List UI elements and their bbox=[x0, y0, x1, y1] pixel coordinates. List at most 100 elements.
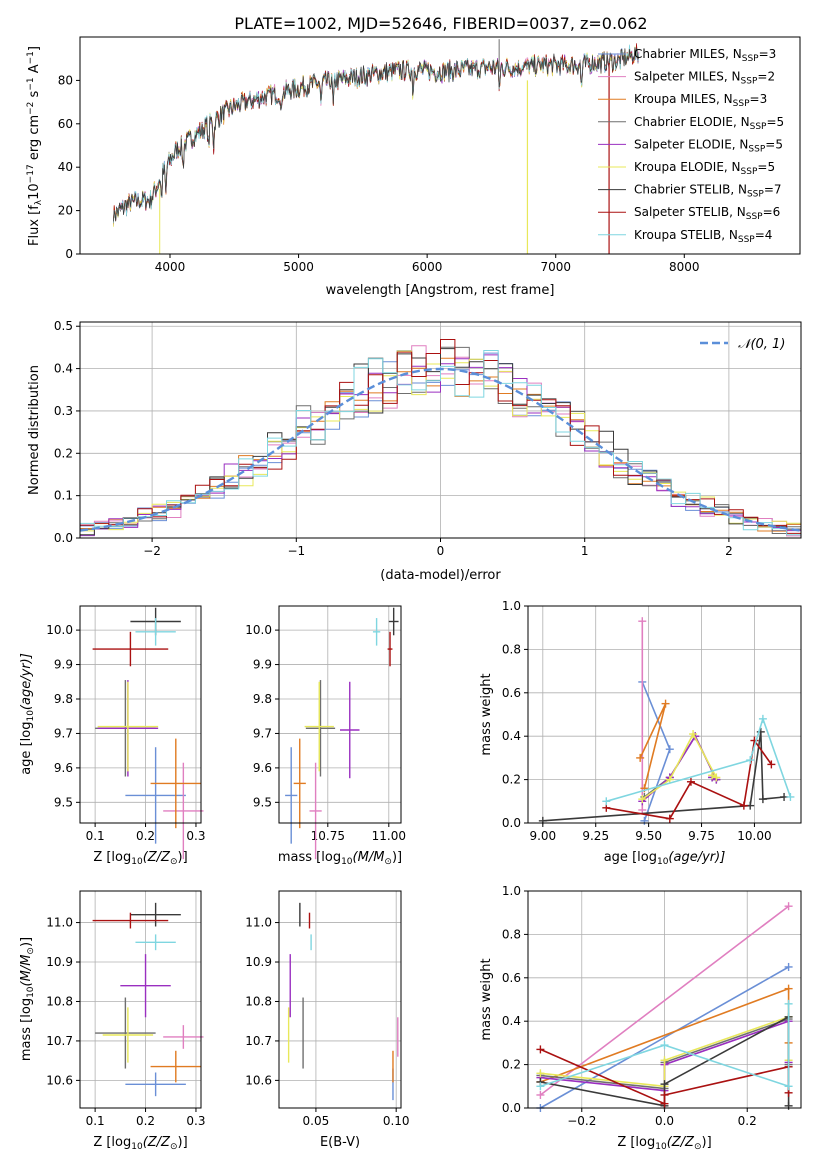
axes-frame bbox=[527, 890, 802, 1109]
tick-label-x: 0 bbox=[437, 544, 445, 558]
x-axis-label: Z [log10(Z/Z⊙)] bbox=[617, 1135, 711, 1152]
tick-label-y: 10.7 bbox=[245, 1034, 272, 1048]
tick-label-x: 0.2 bbox=[136, 829, 155, 843]
axes-frame bbox=[278, 605, 402, 824]
tick-label-y: 10.9 bbox=[46, 955, 73, 969]
tick-label-x: 9.50 bbox=[635, 829, 662, 843]
tick-label-y: 10.6 bbox=[245, 1073, 272, 1087]
tick-label-x: 10.00 bbox=[737, 829, 771, 843]
tick-label-y: 20 bbox=[58, 204, 73, 218]
tick-label-x: 8000 bbox=[669, 260, 700, 274]
legend-entry: Salpeter MILES, NSSP=2 bbox=[634, 70, 775, 87]
tick-label-y: 9.6 bbox=[253, 761, 272, 775]
spectrum-panel: 4000 5000 6000 7000 8000 0 20 40 60 80 wavelength … bbox=[26, 36, 801, 298]
tick-label-x: 10.75 bbox=[311, 829, 345, 843]
y-axis-label: mass weight bbox=[479, 958, 494, 1040]
histogram-8 bbox=[80, 350, 801, 536]
spectrum-line-6 bbox=[113, 47, 640, 222]
x-axis-label: Z [log10(Z/Z⊙)] bbox=[93, 1135, 187, 1152]
tick-label-y: 0.8 bbox=[502, 642, 521, 656]
tick-label-y: 0.1 bbox=[54, 489, 73, 503]
tick-label-x: 9.25 bbox=[582, 829, 609, 843]
tick-label-y: 9.7 bbox=[253, 726, 272, 740]
legend-entry: 𝒩(0, 1) bbox=[738, 337, 785, 352]
y-axis-label: Flux [fλ10−17 erg cm−2 s−1 A−1] bbox=[26, 46, 44, 246]
x-axis-label: E(B-V) bbox=[320, 1135, 360, 1150]
tick-label-y: 9.8 bbox=[253, 692, 272, 706]
tick-label-x: 2 bbox=[725, 544, 733, 558]
tick-label-y: 9.5 bbox=[253, 795, 272, 809]
axes-frame bbox=[79, 605, 202, 824]
axes-frame bbox=[79, 321, 802, 539]
weight-line-8 bbox=[606, 716, 792, 803]
tick-label-y: 0.2 bbox=[54, 446, 73, 460]
weight-line-2 bbox=[639, 703, 667, 789]
y-axis-label: mass weight bbox=[479, 673, 494, 755]
mass-vs-extinction-panel: 0.05 0.10 10.6 10.7 10.8 10.9 11.0 E(B-V) bbox=[245, 890, 410, 1150]
weight-vs-age-panel: 9.00 9.25 9.50 9.75 10.00 0.0 0.2 0.4 0.6 0.8 1.0 m… bbox=[479, 599, 802, 867]
axes-frame bbox=[79, 36, 801, 255]
tick-label-y: 0.5 bbox=[54, 319, 73, 333]
mass-vs-metallicity-panel: 0.1 0.2 0.3 10.6 10.7 10.8 10.9 11.0 Z [log10(Z/… bbox=[19, 890, 206, 1152]
tick-label-y: 1.0 bbox=[502, 884, 521, 898]
y-axis-label: Normed distribution bbox=[27, 365, 42, 495]
tick-label-y: 9.9 bbox=[253, 658, 272, 672]
weight-line-1 bbox=[539, 905, 790, 1096]
tick-label-y: 9.8 bbox=[54, 692, 73, 706]
tick-label-y: 0.2 bbox=[502, 773, 521, 787]
axes-frame bbox=[527, 605, 802, 824]
legend-entry: Chabrier ELODIE, NSSP=5 bbox=[634, 115, 784, 132]
tick-label-x: 7000 bbox=[540, 260, 571, 274]
tick-label-x: −1 bbox=[287, 544, 305, 558]
tick-label-y: 0.2 bbox=[502, 1058, 521, 1072]
weight-line-0 bbox=[540, 966, 789, 1109]
tick-label-x: 0.0 bbox=[655, 1114, 674, 1128]
x-axis-label: wavelength [Angstrom, rest frame] bbox=[326, 283, 555, 298]
tick-label-y: 10.7 bbox=[46, 1034, 73, 1048]
tick-label-y: 10.9 bbox=[245, 955, 272, 969]
tick-label-y: 9.7 bbox=[54, 726, 73, 740]
tick-label-x: 5000 bbox=[283, 260, 314, 274]
tick-label-y: 10.6 bbox=[46, 1073, 73, 1087]
tick-label-x: 0.2 bbox=[738, 1114, 757, 1128]
x-axis-label: (data-model)/error bbox=[380, 568, 501, 583]
tick-label-y: 11.0 bbox=[46, 916, 73, 930]
tick-label-y: 0.8 bbox=[502, 927, 521, 941]
x-axis-label: age [log10(age/yr)] bbox=[604, 850, 726, 867]
age-vs-mass-panel: 10.75 11.00 9.5 9.6 9.7 9.8 9.9 10.0 mass [log10… bbox=[245, 605, 406, 867]
tick-label-y: 60 bbox=[58, 117, 73, 131]
tick-label-x: 0.10 bbox=[383, 1114, 410, 1128]
tick-label-y: 10.0 bbox=[46, 623, 73, 637]
tick-label-y: 0.6 bbox=[502, 971, 521, 985]
tick-label-y: 0.0 bbox=[502, 1101, 521, 1115]
legend-entry: Salpeter ELODIE, NSSP=5 bbox=[634, 137, 783, 154]
tick-label-x: 4000 bbox=[155, 260, 186, 274]
normal-reference-curve bbox=[79, 367, 802, 532]
x-axis-label: mass [log10(M/M⊙)] bbox=[278, 850, 402, 867]
tick-label-x: 0.3 bbox=[186, 829, 205, 843]
tick-label-y: 9.5 bbox=[54, 795, 73, 809]
tick-label-x: 1 bbox=[581, 544, 589, 558]
weight-vs-metallicity-panel: −0.2 0.0 0.2 0.0 0.2 0.4 0.6 0.8 1.0 mass weight Z… bbox=[479, 884, 802, 1152]
tick-label-y: 11.0 bbox=[245, 916, 272, 930]
tick-label-x: 0.3 bbox=[186, 1114, 205, 1128]
legend-entry: Kroupa ELODIE, NSSP=5 bbox=[634, 160, 775, 177]
tick-label-x: 6000 bbox=[412, 260, 443, 274]
weight-line-7 bbox=[606, 738, 773, 820]
tick-label-x: 9.75 bbox=[688, 829, 715, 843]
tick-label-y: 40 bbox=[58, 160, 73, 174]
residuals-panel: −2 −1 0 1 2 0.0 0.1 0.2 0.3 0.4 0.5 𝒩(0, 1) (data-mo… bbox=[27, 319, 802, 583]
tick-label-x: 9.00 bbox=[529, 829, 556, 843]
y-axis-label: mass [log10(M/M⊙)] bbox=[19, 937, 36, 1061]
tick-label-y: 10.8 bbox=[46, 994, 73, 1008]
tick-label-x: 0.1 bbox=[86, 1114, 105, 1128]
tick-label-y: 0.0 bbox=[54, 531, 73, 545]
x-axis-label: Z [log10(Z/Z⊙)] bbox=[93, 850, 187, 867]
tick-label-y: 0.4 bbox=[502, 1014, 521, 1028]
tick-label-y: 0.3 bbox=[54, 404, 73, 418]
tick-label-x: −0.2 bbox=[567, 1114, 596, 1128]
tick-label-x: −2 bbox=[143, 544, 161, 558]
tick-label-y: 0.0 bbox=[502, 816, 521, 830]
tick-label-y: 80 bbox=[58, 73, 73, 87]
